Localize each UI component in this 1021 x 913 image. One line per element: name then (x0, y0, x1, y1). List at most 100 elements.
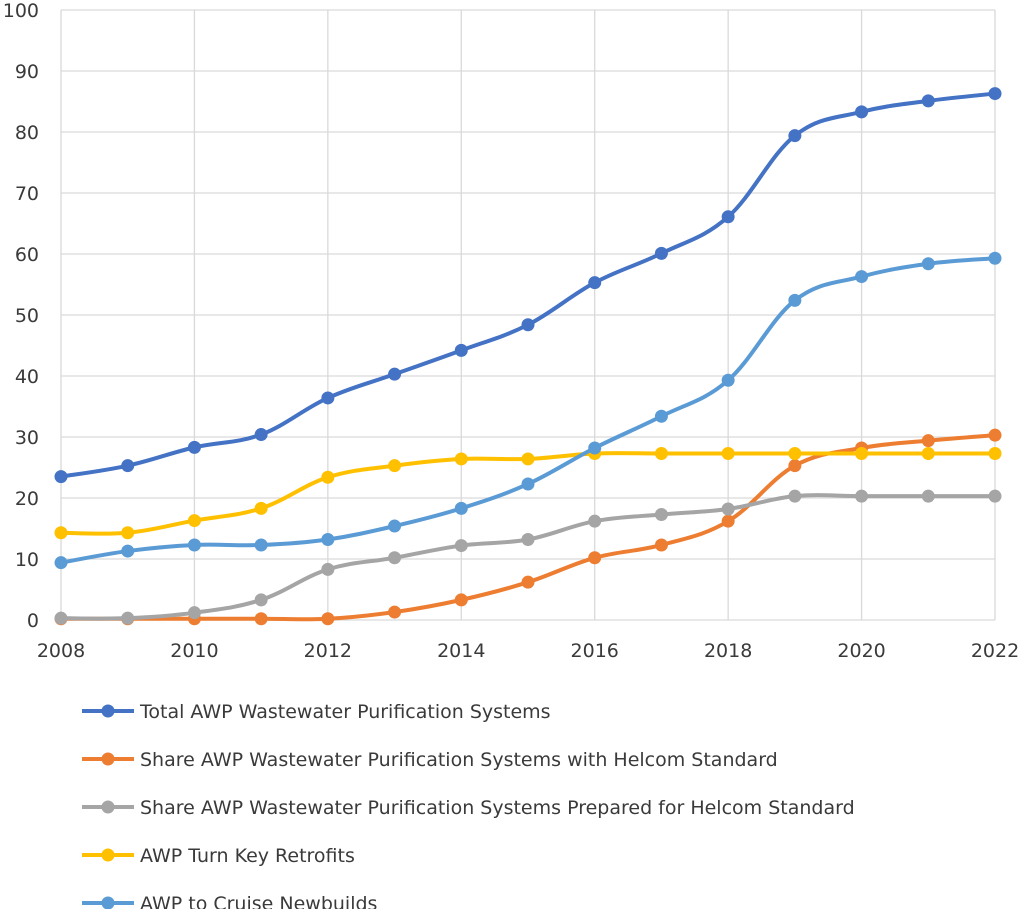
data-point (388, 605, 402, 619)
legend-item-4: AWP to Cruise Newbuilds (82, 893, 377, 913)
data-point (654, 507, 668, 521)
legend-label: AWP Turn Key Retrofits (140, 845, 355, 867)
x-tick-label: 2008 (37, 640, 85, 662)
data-point (921, 434, 935, 448)
data-point (855, 489, 869, 503)
data-point (321, 532, 335, 546)
data-point (454, 452, 468, 466)
data-point (921, 257, 935, 271)
y-tick-label: 0 (27, 610, 39, 632)
data-point (588, 551, 602, 565)
data-point (54, 526, 68, 540)
series-line (59, 91, 997, 479)
y-tick-label: 100 (3, 0, 39, 22)
data-point (321, 470, 335, 484)
legend-label: Share AWP Wastewater Purification System… (140, 797, 855, 819)
data-point (121, 611, 135, 625)
x-tick-label: 2016 (571, 640, 619, 662)
series-4 (54, 251, 1002, 570)
data-point (454, 539, 468, 553)
data-point (921, 94, 935, 108)
data-point (187, 440, 201, 454)
x-tick-label: 2012 (304, 640, 352, 662)
y-tick-label: 60 (15, 244, 39, 266)
data-point (521, 477, 535, 491)
y-tick-label: 30 (15, 427, 39, 449)
data-point (988, 87, 1002, 101)
y-tick-label: 50 (15, 305, 39, 327)
series-line (59, 256, 997, 565)
data-point (521, 452, 535, 466)
series-2 (54, 489, 1002, 625)
data-point (321, 562, 335, 576)
data-point (321, 612, 335, 626)
y-tick-label: 80 (15, 122, 39, 144)
data-point (388, 367, 402, 381)
data-point (588, 276, 602, 290)
data-point (721, 502, 735, 516)
data-point (454, 501, 468, 515)
data-point (187, 606, 201, 620)
data-point (654, 538, 668, 552)
y-axis-ticks: 0 10 20 30 40 50 60 70 80 90 100 (3, 0, 39, 632)
data-point (988, 446, 1002, 460)
data-point (321, 391, 335, 405)
data-point (121, 526, 135, 540)
legend-marker (101, 704, 115, 718)
data-point (788, 459, 802, 473)
data-point (454, 593, 468, 607)
data-point (788, 489, 802, 503)
legend-label: AWP to Cruise Newbuilds (140, 893, 377, 909)
data-point (788, 446, 802, 460)
data-point (187, 514, 201, 528)
data-point (988, 489, 1002, 503)
data-point (721, 446, 735, 460)
data-point (54, 470, 68, 484)
data-point (187, 538, 201, 552)
series-line (59, 493, 997, 621)
data-point (54, 556, 68, 570)
legend-item-3: AWP Turn Key Retrofits (82, 845, 355, 867)
data-point (521, 318, 535, 332)
legend-item-2: Share AWP Wastewater Purification System… (82, 797, 855, 819)
data-point (588, 514, 602, 528)
data-point (121, 544, 135, 558)
data-point (54, 611, 68, 625)
data-point (654, 446, 668, 460)
data-point (121, 459, 135, 473)
x-tick-label: 2014 (437, 640, 485, 662)
legend-label: Share AWP Wastewater Purification System… (140, 749, 778, 771)
data-point (988, 428, 1002, 442)
data-point (654, 246, 668, 260)
legend-marker (101, 896, 115, 910)
legend-marker (101, 848, 115, 862)
y-tick-label: 10 (15, 549, 39, 571)
series-lines (54, 87, 1002, 626)
legend-item-1: Share AWP Wastewater Purification System… (82, 749, 778, 771)
data-point (254, 593, 268, 607)
data-point (388, 519, 402, 533)
data-point (254, 428, 268, 442)
data-point (521, 575, 535, 589)
data-point (988, 251, 1002, 265)
legend-item-0: Total AWP Wastewater Purification System… (82, 701, 551, 723)
x-tick-label: 2022 (971, 640, 1019, 662)
x-tick-label: 2020 (837, 640, 885, 662)
data-point (454, 343, 468, 357)
y-tick-label: 90 (15, 61, 39, 83)
legend-label: Total AWP Wastewater Purification System… (139, 701, 551, 723)
series-0 (54, 87, 1002, 484)
data-point (388, 551, 402, 565)
data-point (721, 210, 735, 224)
legend-marker (101, 800, 115, 814)
data-point (721, 373, 735, 387)
data-point (654, 409, 668, 423)
grid (60, 9, 996, 621)
data-point (254, 501, 268, 515)
x-tick-label: 2010 (170, 640, 218, 662)
data-point (254, 538, 268, 552)
data-point (254, 612, 268, 626)
data-point (921, 446, 935, 460)
